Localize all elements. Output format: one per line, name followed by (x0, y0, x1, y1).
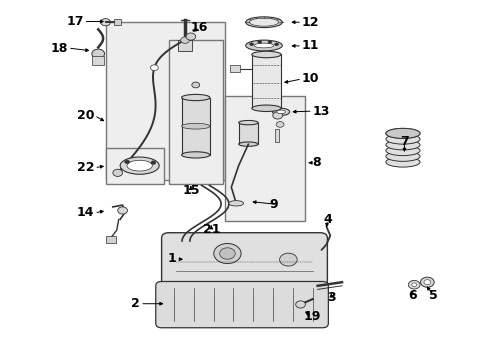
Circle shape (92, 49, 104, 58)
Ellipse shape (245, 40, 282, 51)
Circle shape (420, 277, 433, 287)
Circle shape (113, 169, 122, 176)
Text: 4: 4 (323, 213, 331, 226)
Circle shape (191, 82, 199, 88)
Text: 20: 20 (77, 109, 94, 122)
Ellipse shape (127, 160, 152, 171)
Bar (238, 123, 258, 144)
Circle shape (272, 112, 282, 119)
Ellipse shape (181, 94, 209, 101)
Bar (105, 22, 224, 180)
Bar (105, 148, 163, 184)
Text: 13: 13 (312, 105, 329, 118)
Bar (178, 40, 191, 51)
Ellipse shape (385, 140, 419, 150)
Text: 9: 9 (268, 198, 277, 211)
Text: 10: 10 (302, 72, 319, 85)
Ellipse shape (272, 108, 289, 116)
Ellipse shape (238, 121, 258, 125)
Bar (251, 54, 281, 108)
Text: 3: 3 (326, 291, 335, 304)
Ellipse shape (276, 110, 285, 114)
Circle shape (411, 283, 416, 287)
Circle shape (124, 160, 129, 164)
Ellipse shape (181, 152, 209, 158)
Ellipse shape (249, 18, 278, 26)
Circle shape (279, 253, 297, 266)
Ellipse shape (385, 134, 419, 144)
Circle shape (150, 65, 158, 71)
Bar (92, 55, 104, 64)
Ellipse shape (254, 43, 273, 48)
Circle shape (185, 33, 195, 40)
Ellipse shape (251, 51, 281, 58)
Text: 1: 1 (167, 252, 176, 265)
Circle shape (274, 43, 278, 46)
Ellipse shape (251, 105, 281, 112)
Circle shape (180, 37, 189, 43)
Text: 16: 16 (190, 21, 208, 34)
Bar (229, 65, 239, 72)
Text: 18: 18 (50, 41, 68, 54)
Bar (181, 98, 209, 155)
Circle shape (219, 248, 235, 259)
Ellipse shape (120, 157, 159, 174)
Circle shape (101, 19, 110, 26)
Text: 21: 21 (202, 223, 220, 236)
Circle shape (276, 122, 284, 127)
Bar (224, 96, 305, 221)
Text: 12: 12 (302, 16, 319, 29)
Circle shape (257, 40, 261, 43)
Ellipse shape (245, 17, 282, 28)
Ellipse shape (385, 129, 419, 138)
Text: 11: 11 (302, 39, 319, 52)
Ellipse shape (385, 151, 419, 161)
Circle shape (249, 43, 253, 46)
Bar (275, 129, 279, 142)
Ellipse shape (181, 123, 209, 129)
Text: 2: 2 (131, 297, 140, 310)
Bar (106, 236, 116, 243)
Text: 6: 6 (407, 289, 416, 302)
Circle shape (151, 161, 156, 165)
Circle shape (407, 280, 419, 289)
FancyBboxPatch shape (161, 233, 327, 287)
Circle shape (295, 301, 305, 308)
Ellipse shape (385, 157, 419, 167)
FancyBboxPatch shape (156, 282, 328, 328)
Text: 7: 7 (399, 135, 408, 148)
Text: 19: 19 (303, 310, 320, 324)
Circle shape (213, 243, 241, 264)
Ellipse shape (238, 142, 258, 146)
Bar (168, 40, 222, 184)
Text: 22: 22 (77, 161, 94, 174)
Circle shape (267, 41, 271, 44)
Ellipse shape (228, 201, 243, 206)
Text: 5: 5 (428, 289, 437, 302)
Ellipse shape (385, 145, 419, 156)
Text: 15: 15 (182, 184, 199, 197)
Circle shape (423, 280, 430, 285)
Text: 17: 17 (66, 15, 83, 28)
Bar (114, 19, 121, 25)
Circle shape (243, 126, 253, 134)
Circle shape (118, 207, 127, 214)
Text: 8: 8 (311, 156, 320, 169)
Text: 14: 14 (77, 207, 94, 220)
Ellipse shape (385, 129, 419, 138)
